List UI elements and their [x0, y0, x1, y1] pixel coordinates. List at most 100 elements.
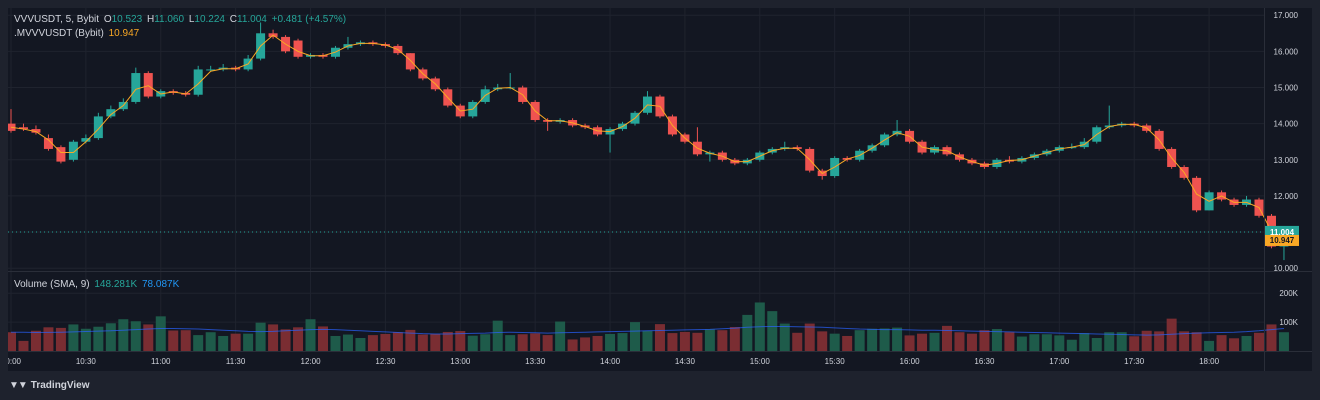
close-label: C	[229, 14, 237, 25]
volume-sma-path	[11, 325, 1285, 336]
volume-bar	[1229, 338, 1240, 351]
volume-bar	[30, 330, 41, 351]
candle-body	[18, 127, 28, 130]
volume-bar	[979, 330, 990, 351]
volume-bar	[367, 335, 378, 351]
volume-bar	[917, 333, 928, 351]
time-tick-label: 14:30	[675, 357, 696, 366]
time-tick-label: 17:30	[1124, 357, 1145, 366]
tradingview-logo[interactable]: ▼▼ TradingView	[9, 380, 90, 391]
volume-bar	[1216, 335, 1227, 351]
grid-lines	[8, 8, 1264, 351]
price-tick-label: 16.000	[1274, 47, 1299, 56]
volume-bar	[130, 321, 141, 351]
chart-frame[interactable]: 17.000 16.000 15.000 14.000 13.000 12.000 11.0…	[8, 8, 1312, 371]
open-value: 10.523	[111, 14, 143, 25]
volume-bar	[193, 335, 204, 351]
volume-bar	[654, 324, 665, 351]
candle-body	[405, 53, 415, 70]
volume-bar	[1266, 324, 1277, 351]
candle-body	[68, 141, 78, 160]
candle-body	[193, 69, 203, 95]
volume-bar	[892, 327, 903, 351]
symbol-legend[interactable]: VVVUSDT, 5, Bybit O10.523 H11.060 L10.22…	[14, 14, 348, 25]
volume-bar	[642, 330, 653, 351]
volume-bar	[779, 323, 790, 351]
candle-body	[106, 109, 116, 117]
volume-bar	[517, 334, 528, 351]
volume-bar	[93, 326, 104, 351]
volume-bar	[1079, 333, 1090, 351]
volume-bar	[8, 332, 16, 351]
overlay-name: .MVVVUSDT (Bybit)	[14, 28, 104, 39]
price-tick-label: 10.000	[1274, 264, 1299, 273]
overlay-price-label: 10.947	[1270, 236, 1295, 245]
volume-bar	[742, 314, 753, 351]
time-tick-label: 15:00	[750, 357, 771, 366]
candles	[8, 22, 1289, 261]
volume-bar	[280, 329, 291, 351]
volume-legend[interactable]: Volume (SMA, 9) 148.281K 78.087K	[14, 279, 181, 290]
time-tick-label: 11:30	[226, 357, 246, 366]
volume-bar	[1241, 335, 1252, 351]
volume-bar	[255, 322, 266, 351]
volume-tick-label: 100K	[1279, 318, 1298, 327]
volume-bar	[630, 322, 640, 351]
high-label: H	[146, 14, 155, 25]
candlestick-chart[interactable]: 17.000 16.000 15.000 14.000 13.000 12.000 11.0…	[8, 8, 1312, 371]
volume-bar	[118, 319, 129, 351]
overlay-legend[interactable]: .MVVVUSDT (Bybit) 10.947	[14, 28, 141, 39]
price-tick-label: 13.000	[1274, 156, 1299, 165]
volume-bar	[230, 333, 241, 351]
volume-bar	[18, 340, 29, 351]
volume-bar	[330, 335, 341, 351]
volume-bar	[792, 332, 803, 351]
volume-bar	[879, 328, 890, 351]
volume-bar	[1041, 334, 1052, 351]
volume-bar	[1154, 331, 1165, 351]
volume-bar	[1166, 318, 1177, 351]
high-value: 11.060	[154, 14, 185, 25]
volume-bar	[1116, 332, 1127, 351]
volume-bar	[80, 328, 91, 351]
overlay-value: 10.947	[108, 28, 140, 39]
volume-bar	[268, 324, 279, 351]
volume-bar	[991, 329, 1002, 351]
volume-bar	[966, 333, 977, 351]
volume-bar	[704, 329, 715, 351]
candle-body	[293, 40, 303, 57]
overlay-path	[10, 34, 1285, 235]
volume-bar	[804, 323, 815, 351]
volume-bar	[667, 333, 678, 351]
volume-bar	[555, 321, 566, 351]
time-tick-label: 13:00	[450, 357, 471, 366]
candle-body	[43, 138, 53, 149]
volume-bar	[829, 333, 840, 351]
volume-bar	[305, 319, 316, 351]
volume-bar	[405, 329, 416, 351]
candle-body	[131, 73, 141, 102]
volume-bar	[155, 316, 166, 351]
tradingview-logo-text: TradingView	[30, 380, 90, 391]
volume-bar	[605, 333, 616, 351]
volume-bar	[55, 327, 66, 351]
time-tick-label: 15:30	[825, 357, 846, 366]
volume-bar	[867, 328, 878, 351]
volume-bars	[8, 302, 1289, 351]
volume-bar	[392, 332, 403, 351]
volume-bar	[954, 332, 965, 351]
volume-bar	[492, 320, 503, 351]
volume-bar	[717, 330, 728, 351]
time-tick-label: 10:30	[76, 357, 97, 366]
volume-bar	[105, 323, 116, 351]
volume-bar	[1054, 335, 1065, 351]
candle-body	[206, 69, 216, 71]
volume-bar	[218, 335, 229, 351]
volume-bar	[729, 327, 740, 351]
open-label: O	[103, 14, 112, 25]
change-value: +0.481 (+4.57%)	[271, 14, 347, 25]
volume-bar	[929, 332, 940, 351]
volume-bar	[243, 333, 254, 351]
price-tick-label: 17.000	[1274, 11, 1299, 20]
